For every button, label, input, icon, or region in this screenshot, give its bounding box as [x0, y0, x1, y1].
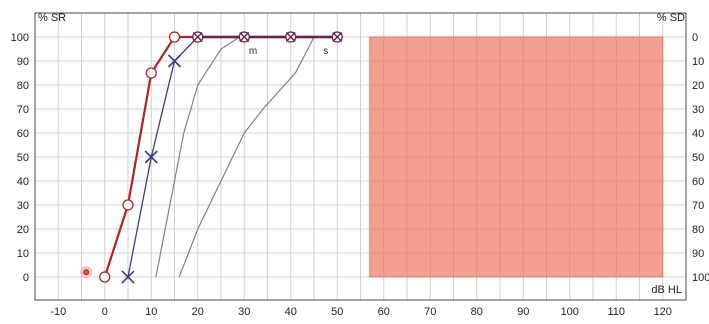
- reference-curve-s: [178, 36, 315, 278]
- x-marker-stroke: [239, 32, 250, 42]
- y-right-tick-label: 70: [692, 200, 704, 212]
- x-marker-stroke: [192, 32, 203, 42]
- tick-labels: -10 0 10 20 30 40 50 60 70 80 90 100 110 120010203040…: [11, 32, 709, 318]
- y-left-tick-label: 50: [17, 152, 29, 164]
- x-tick-label: 100: [561, 306, 579, 318]
- x-tick-label: 60: [378, 306, 390, 318]
- y-right-tick-label: 80: [692, 224, 704, 236]
- masked-region: [369, 36, 664, 278]
- y-left-tick-label: 10: [17, 248, 29, 260]
- y-left-tick-label: 70: [17, 104, 29, 116]
- x-marker-stroke: [167, 54, 182, 68]
- x-tick-label: 80: [471, 306, 483, 318]
- x-tick-label: -10: [50, 306, 66, 318]
- y-right-tick-label: 20: [692, 80, 704, 92]
- circle-marker: [168, 31, 181, 43]
- x-marker-stroke: [332, 32, 343, 42]
- y-right-tick-label: 40: [692, 128, 704, 140]
- y-left-tick-label: 0: [23, 272, 29, 284]
- reference-curve-m: [155, 36, 240, 278]
- y-left-tick-label: 30: [17, 200, 29, 212]
- x-tick-label: 10: [145, 306, 157, 318]
- y-right-tick-label: 60: [692, 176, 704, 188]
- x-marker-stroke: [144, 150, 158, 164]
- no-response-marker: [83, 269, 90, 276]
- y-right-tick-label: 30: [692, 104, 704, 116]
- y-right-tick-label: 90: [692, 248, 704, 260]
- circle-marker: [145, 67, 157, 79]
- x-tick-label: 90: [517, 306, 529, 318]
- y-left-tick-label: 20: [17, 224, 29, 236]
- x-tick-label: 40: [285, 306, 297, 318]
- x-tick-label: 70: [424, 306, 436, 318]
- y-right-axis-label: % SD: [657, 12, 685, 24]
- x-marker-stroke: [285, 32, 296, 42]
- reference-curve-label-s: s: [323, 46, 328, 57]
- plot-frame: [34, 12, 687, 301]
- y-right-tick-label: 10: [692, 56, 704, 68]
- y-right-tick-label: 50: [692, 152, 704, 164]
- y-left-tick-label: 80: [17, 80, 29, 92]
- x-axis-unit-label: dB HL: [651, 284, 682, 296]
- x-tick-label: 120: [654, 306, 672, 318]
- x-marker-stroke: [121, 270, 135, 284]
- y-left-tick-label: 100: [11, 32, 29, 44]
- y-left-axis-label: % SR: [38, 12, 66, 24]
- x-tick-label: 30: [238, 306, 250, 318]
- circle-marker: [122, 199, 134, 211]
- y-right-tick-label: 0: [692, 32, 698, 44]
- reference-curve-label-m: m: [249, 46, 257, 57]
- y-right-tick-label: 100: [692, 272, 709, 284]
- x-tick-label: 50: [331, 306, 343, 318]
- y-left-tick-label: 40: [17, 176, 29, 188]
- circle-marker: [99, 271, 111, 283]
- x-tick-label: 20: [192, 306, 204, 318]
- x-tick-label: 110: [607, 306, 625, 318]
- x-tick-label: 0: [102, 306, 108, 318]
- y-left-tick-label: 90: [17, 56, 29, 68]
- data-markers: [80, 31, 343, 284]
- y-left-tick-label: 60: [17, 128, 29, 140]
